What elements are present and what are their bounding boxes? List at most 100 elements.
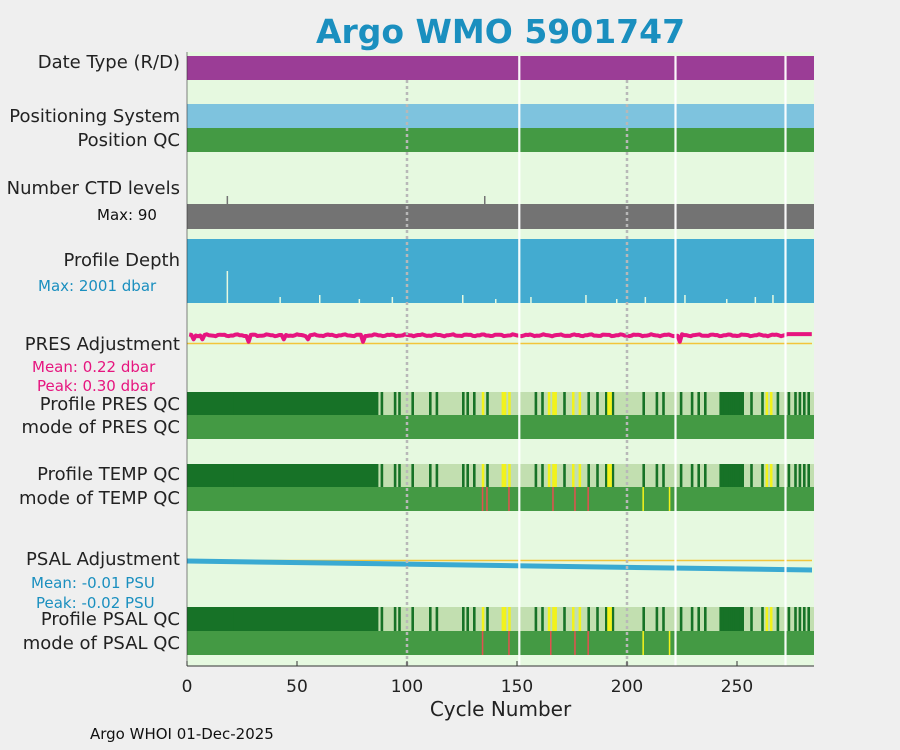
temp-profile-qc-dark-cycle — [732, 464, 736, 487]
psal-profile-qc-dark-cycle — [642, 607, 645, 631]
temp-profile-qc-dark-cycle — [803, 464, 806, 487]
chart-title: Argo WMO 5901747 — [315, 12, 686, 51]
psal-profile-qc-dark-cycle — [462, 607, 465, 631]
depth-shallow-notch — [495, 299, 497, 303]
temp-profile-qc-dark-cycle — [697, 464, 700, 487]
pres-profile-qc-dark-cycle — [726, 392, 729, 415]
temp-profile-qc-dark-cycle — [231, 464, 234, 487]
temp-profile-qc-yellow-cycle — [578, 464, 582, 487]
temp-profile-qc-yellow-cycle — [572, 464, 575, 487]
label-date-type: Date Type (R/D) — [37, 52, 180, 73]
psal-profile-qc-dark-cycle — [393, 607, 397, 631]
temp-profile-qc-dark-cycle — [704, 464, 707, 487]
pres-profile-qc-yellow-cycle — [554, 392, 557, 415]
pres-profile-qc-yellow-cycle — [547, 392, 551, 415]
psal-profile-qc-dark-cycle — [730, 607, 733, 631]
pres-profile-qc-dark-cycle — [761, 392, 764, 415]
temp-profile-qc-dark-cycle — [380, 464, 384, 487]
pres-profile-qc-yellow-cycle — [552, 392, 555, 415]
psal-profile-qc-dark-cycle — [411, 607, 414, 631]
psal-profile-qc-dark-cycle — [435, 607, 439, 631]
temp-profile-qc-dark-cycle — [737, 464, 740, 487]
psal-profile-qc-dark-cycle — [803, 607, 806, 631]
temp-profile-qc-yellow-cycle — [607, 464, 610, 487]
temp-mode-red-cycle — [552, 487, 554, 511]
psal-profile-qc-yellow-cycle — [503, 607, 507, 631]
temp-profile-qc-yellow-cycle — [609, 464, 612, 487]
pres-profile-qc-dark-cycle — [798, 392, 802, 415]
x-tick-label: 200 — [611, 677, 643, 697]
depth-shallow-notch — [772, 295, 774, 303]
psal-profile-qc-yellow-cycle — [765, 607, 769, 631]
depth-shallow-notch — [462, 295, 464, 303]
label-positioning-system: Positioning System — [9, 106, 180, 127]
psal-profile-qc-dark-cycle — [750, 607, 753, 631]
x-tick-label: 0 — [182, 677, 193, 697]
temp-profile-qc-dark-cycle — [411, 464, 414, 487]
temp-profile-qc-dark-cycle — [473, 464, 476, 487]
temp-profile-qc-dark-cycle — [429, 464, 432, 487]
label-psal-adjustment: PSAL Adjustment — [25, 549, 180, 570]
psal-profile-qc-dark-cycle — [798, 607, 802, 631]
label-profile-psal-qc: Profile PSAL QC — [40, 609, 180, 630]
temp-mode-red-cycle — [486, 487, 488, 511]
psal-mode-qc-bar — [187, 631, 814, 655]
psal-profile-qc-dark-cycle — [776, 607, 780, 631]
psal-profile-qc-dark-cycle — [807, 607, 810, 631]
pres-profile-qc-dark-cycle — [723, 392, 727, 415]
pres-profile-qc-dark-cycle — [737, 392, 740, 415]
temp-profile-qc-dark-cycle — [398, 464, 401, 487]
pres-profile-qc-dark-cycle — [587, 392, 590, 415]
psal-profile-qc-dark-cycle — [697, 607, 700, 631]
temp-profile-qc-dark-cycle — [807, 464, 810, 487]
psal-adjustment-series — [187, 558, 812, 573]
pres-profile-qc-dark-cycle — [728, 392, 731, 415]
psal-profile-qc-yellow-cycle — [609, 607, 612, 631]
temp-profile-qc-dark-cycle — [435, 464, 439, 487]
temp-profile-qc-dark-cycle — [721, 464, 725, 487]
depth-shallow-notch — [530, 297, 532, 303]
pres-profile-qc-dark-cycle — [776, 392, 780, 415]
x-tick-label: 150 — [501, 677, 533, 697]
pres-profile-qc-dark-cycle — [462, 392, 465, 415]
pres-profile-qc-dark-cycle — [393, 392, 397, 415]
pres-profile-qc-dark-cycle — [704, 392, 707, 415]
psal-profile-qc-dark-cycle — [662, 607, 665, 631]
ctd-level-spike — [484, 196, 486, 204]
depth-shallow-notch — [644, 297, 647, 303]
pres-mean-note: Mean: 0.22 dbar — [32, 358, 156, 376]
pres-profile-qc-yellow-cycle — [765, 392, 769, 415]
psal-mode-red-cycle — [587, 631, 589, 655]
temp-mode-red-cycle — [481, 487, 484, 511]
psal-mode-red-cycle — [574, 631, 576, 655]
pres-profile-qc-yellow-cycle — [503, 392, 507, 415]
psal-mode-red-cycle — [508, 631, 510, 655]
x-tick-label: 100 — [391, 677, 423, 697]
pres-profile-qc-dark-cycle — [730, 392, 733, 415]
psal-profile-qc-yellow-cycle — [508, 607, 511, 631]
psal-profile-qc-dark-cycle — [723, 607, 727, 631]
psal-profile-qc-dark-cycle — [605, 607, 608, 631]
pres-mode-qc-bar — [187, 415, 814, 439]
depth-shallow-notch — [684, 295, 686, 303]
depth-max-note: Max: 2001 dbar — [38, 277, 157, 295]
label-profile-pres-qc: Profile PRES QC — [39, 394, 180, 415]
pres-profile-qc-dark-cycle — [734, 392, 738, 415]
psal-profile-qc-dark-cycle — [761, 607, 764, 631]
label-mode-psal-qc: mode of PSAL QC — [22, 633, 180, 654]
temp-profile-qc-dark-cycle — [726, 464, 729, 487]
psal-profile-qc-dark-cycle — [655, 607, 659, 631]
pres-profile-qc-dark-cycle — [787, 392, 791, 415]
missing-cycle-gap — [674, 56, 677, 666]
pres-profile-qc-dark-cycle — [662, 392, 665, 415]
pres-profile-qc-dark-cycle — [380, 392, 384, 415]
position-qc-bar — [187, 128, 814, 152]
pres-profile-qc-dark-cycle — [807, 392, 810, 415]
psal-mean-note: Mean: -0.01 PSU — [31, 574, 155, 592]
psal-profile-qc-dark-cycle — [794, 607, 797, 631]
date-type-bar — [187, 56, 814, 80]
label-mode-pres-qc: mode of PRES QC — [21, 417, 180, 438]
temp-profile-qc-dark-cycle — [719, 464, 722, 487]
pres-profile-qc-dark-cycle — [534, 392, 538, 415]
